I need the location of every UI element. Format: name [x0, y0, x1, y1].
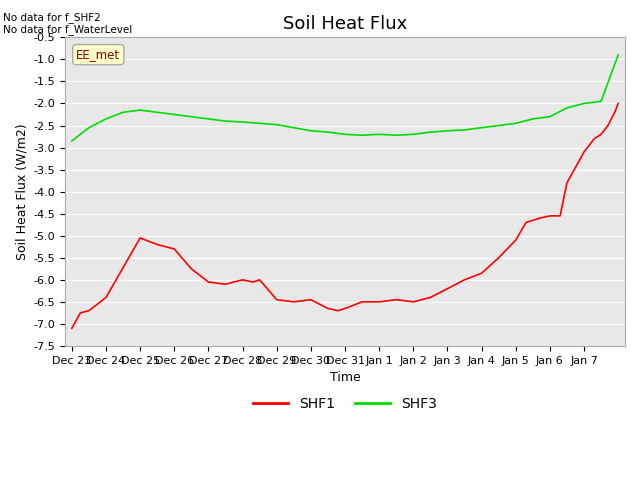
SHF1	[341, 306, 349, 312]
SHF1	[529, 217, 537, 223]
Legend: SHF1, SHF3: SHF1, SHF3	[247, 391, 443, 416]
SHF1	[461, 277, 468, 283]
SHF1	[358, 299, 366, 305]
SHF1	[591, 136, 598, 142]
SHF3	[563, 105, 571, 111]
SHF3	[495, 122, 502, 128]
Text: No data for f_WaterLevel: No data for f_WaterLevel	[3, 24, 132, 35]
Text: No data for f_SHF2: No data for f_SHF2	[3, 12, 101, 23]
SHF3	[444, 128, 451, 133]
SHF3	[136, 107, 144, 113]
SHF1	[444, 286, 451, 291]
SHF1	[392, 297, 400, 302]
SHF1	[85, 308, 93, 313]
SHF1	[205, 279, 212, 285]
SHF1	[512, 237, 520, 243]
SHF1	[334, 308, 342, 313]
SHF3	[239, 119, 246, 125]
SHF3	[597, 98, 605, 104]
SHF3	[256, 120, 264, 126]
SHF1	[410, 299, 417, 305]
SHF3	[341, 132, 349, 137]
Y-axis label: Soil Heat Flux (W/m2): Soil Heat Flux (W/m2)	[15, 123, 28, 260]
SHF1	[614, 101, 622, 107]
SHF3	[85, 125, 93, 131]
SHF3	[324, 129, 332, 135]
SHF3	[426, 129, 434, 135]
SHF3	[154, 109, 161, 115]
SHF1	[604, 122, 612, 128]
SHF3	[307, 128, 315, 133]
SHF1	[375, 299, 383, 305]
Title: Soil Heat Flux: Soil Heat Flux	[283, 15, 407, 33]
SHF3	[512, 120, 520, 126]
SHF3	[205, 116, 212, 122]
SHF1	[324, 306, 332, 312]
SHF1	[68, 325, 76, 331]
SHF3	[529, 116, 537, 122]
Line: SHF1: SHF1	[72, 104, 618, 328]
SHF3	[410, 132, 417, 137]
SHF3	[461, 127, 468, 133]
SHF3	[170, 112, 178, 118]
SHF3	[188, 114, 195, 120]
SHF1	[290, 299, 298, 305]
SHF3	[119, 109, 127, 115]
SHF3	[221, 118, 229, 124]
SHF1	[522, 220, 530, 226]
SHF1	[188, 266, 195, 272]
SHF1	[273, 297, 280, 302]
SHF1	[495, 255, 502, 261]
SHF1	[256, 277, 264, 283]
SHF1	[563, 180, 571, 186]
SHF1	[546, 213, 554, 219]
SHF1	[597, 132, 605, 137]
SHF3	[580, 101, 588, 107]
SHF1	[221, 281, 229, 287]
SHF1	[426, 295, 434, 300]
X-axis label: Time: Time	[330, 371, 360, 384]
SHF3	[102, 116, 110, 122]
SHF3	[68, 138, 76, 144]
SHF3	[290, 125, 298, 131]
SHF1	[77, 310, 84, 316]
Line: SHF3: SHF3	[72, 55, 618, 141]
SHF1	[239, 277, 246, 283]
SHF3	[375, 132, 383, 137]
SHF1	[536, 215, 543, 221]
Text: EE_met: EE_met	[76, 48, 120, 61]
SHF1	[154, 241, 161, 247]
SHF3	[477, 125, 485, 131]
SHF3	[392, 132, 400, 138]
SHF1	[556, 213, 564, 219]
SHF1	[307, 297, 315, 302]
SHF1	[249, 279, 257, 285]
SHF3	[358, 132, 366, 138]
SHF1	[136, 235, 144, 241]
SHF1	[611, 109, 619, 115]
SHF1	[170, 246, 178, 252]
SHF1	[102, 295, 110, 300]
SHF3	[614, 52, 622, 58]
SHF1	[580, 149, 588, 155]
SHF3	[273, 122, 280, 128]
SHF3	[546, 114, 554, 120]
SHF1	[477, 270, 485, 276]
